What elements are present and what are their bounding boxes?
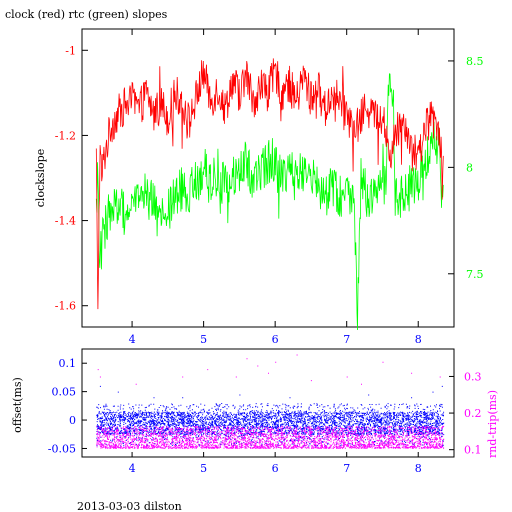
top-y2-tick-label: 7.5 xyxy=(466,268,484,281)
top-y2-tick-label: 8.5 xyxy=(466,55,484,68)
bottom-x-tick-label: 5 xyxy=(200,462,207,475)
bottom-y2-tick-label: 0.2 xyxy=(464,407,482,420)
bottom-y-tick-label: 0.05 xyxy=(52,386,77,399)
bottom-y-tick-label: -0.05 xyxy=(48,442,76,455)
bottom-y2-tick-label: 0.3 xyxy=(464,370,482,383)
footer-caption: 2013-03-03 dilston xyxy=(77,500,182,512)
bottom-x-tick-label: 6 xyxy=(272,462,279,475)
bottom-ylabel: offset(ms) xyxy=(11,377,24,433)
bottom-axes-group: 4 5 6 7 8 -0.05 0 0.05 0.1 0.1 0.2 0.3 xyxy=(48,357,482,475)
bottom-x-tick-label: 4 xyxy=(129,462,136,475)
top-series-group xyxy=(95,58,444,331)
clock-slope-line xyxy=(95,58,444,310)
top-ylabel: clockslope xyxy=(34,149,47,207)
bottom-y-tick-label: 0.1 xyxy=(59,357,77,370)
offset-points xyxy=(96,385,445,447)
bottom-y-tick-label: 0 xyxy=(69,414,76,427)
bottom-y2-tick-label: 0.1 xyxy=(464,444,482,457)
rtc-slope-line xyxy=(95,73,444,331)
bottom-y2label: rnd-trip(ms) xyxy=(486,390,499,458)
top-x-tick-label: 4 xyxy=(129,333,136,346)
top-y-tick-label: -1 xyxy=(65,44,76,57)
top-x-tick-label: 5 xyxy=(200,333,207,346)
top-x-tick-label: 6 xyxy=(272,333,279,346)
top-axes-group: 4 5 6 7 8 -1.6 -1.4 -1.2 -1 7.5 8 8.5 xyxy=(55,29,484,346)
clock-rtc-slopes-panel: 4 5 6 7 8 -1.6 -1.4 -1.2 -1 7.5 8 8.5 clockslope xyxy=(34,28,484,346)
roundtrip-points xyxy=(96,354,445,449)
chart-title: clock (red) rtc (green) slopes xyxy=(5,8,168,21)
top-y-tick-label: -1.2 xyxy=(55,129,76,142)
bottom-plot-frame xyxy=(81,348,455,458)
top-plot-frame xyxy=(81,28,455,328)
top-y-tick-label: -1.4 xyxy=(55,215,76,228)
top-y2-tick-label: 8 xyxy=(466,161,473,174)
bottom-x-tick-label: 8 xyxy=(415,462,422,475)
bottom-series-group xyxy=(96,354,445,449)
top-x-tick-label: 8 xyxy=(415,333,422,346)
top-y-tick-label: -1.6 xyxy=(55,300,76,313)
offset-roundtrip-panel: 4 5 6 7 8 -0.05 0 0.05 0.1 0.1 0.2 0.3 offset(ms) r… xyxy=(11,348,499,475)
top-x-tick-label: 7 xyxy=(343,333,350,346)
bottom-x-tick-label: 7 xyxy=(343,462,350,475)
